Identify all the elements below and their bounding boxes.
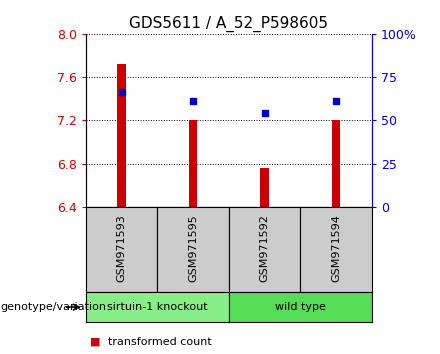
Text: genotype/variation: genotype/variation xyxy=(0,302,106,312)
Text: GSM971595: GSM971595 xyxy=(188,214,198,282)
Title: GDS5611 / A_52_P598605: GDS5611 / A_52_P598605 xyxy=(129,16,328,32)
Bar xyxy=(117,64,126,207)
Text: GSM971594: GSM971594 xyxy=(331,214,341,282)
Text: transformed count: transformed count xyxy=(108,337,212,347)
Text: ■: ■ xyxy=(90,337,101,347)
Text: GSM971593: GSM971593 xyxy=(117,214,127,282)
Bar xyxy=(189,120,197,207)
Text: sirtuin-1 knockout: sirtuin-1 knockout xyxy=(107,302,208,312)
Text: GSM971592: GSM971592 xyxy=(260,214,270,282)
Text: wild type: wild type xyxy=(275,302,326,312)
Bar xyxy=(332,120,340,207)
Bar xyxy=(260,168,269,207)
